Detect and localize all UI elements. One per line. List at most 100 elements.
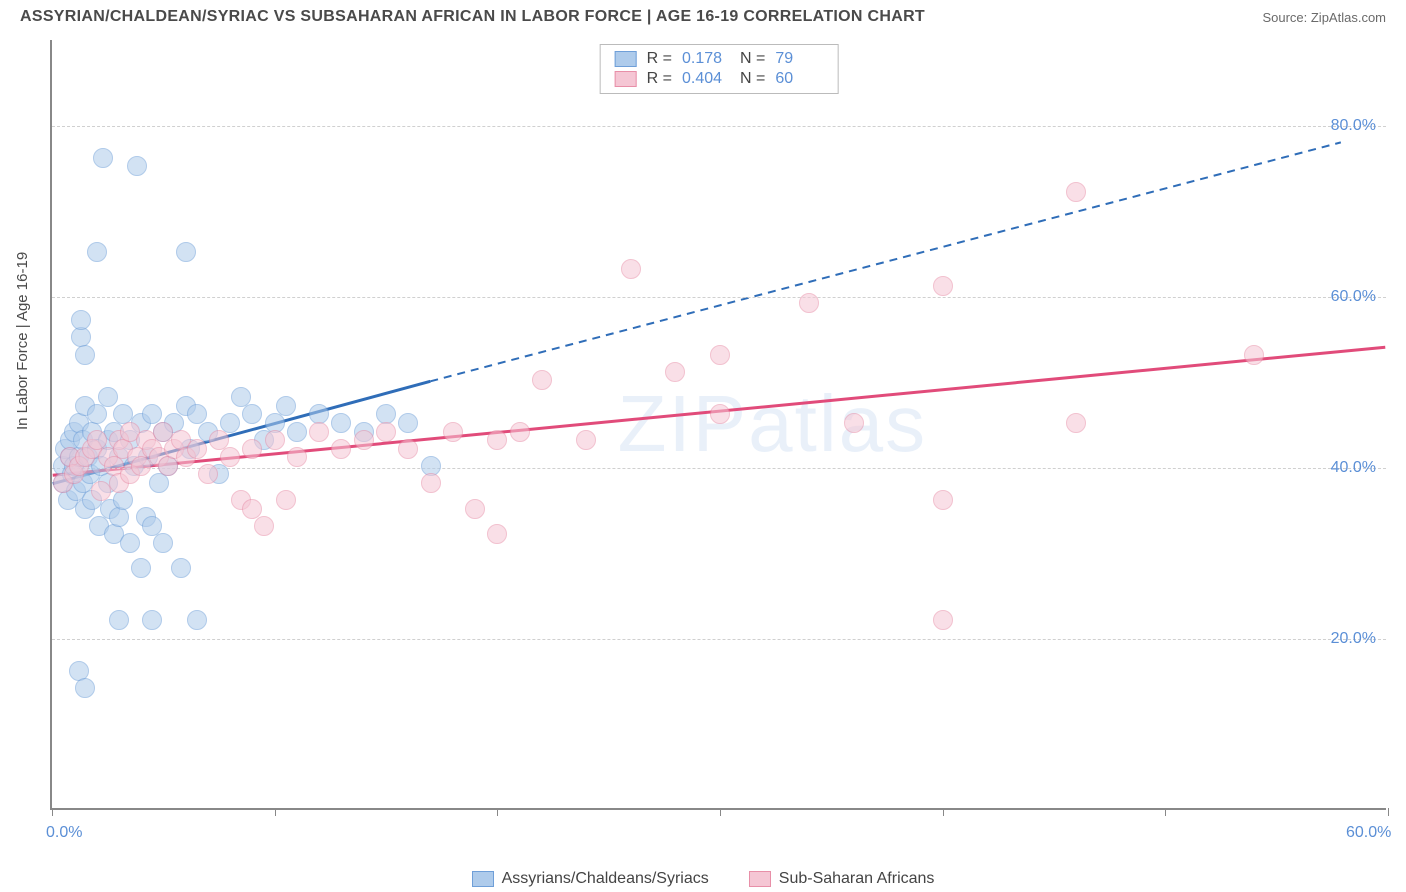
scatter-point — [87, 404, 107, 424]
scatter-point — [127, 156, 147, 176]
grid-line — [52, 126, 1386, 127]
scatter-point — [187, 610, 207, 630]
scatter-point — [465, 499, 485, 519]
scatter-point — [287, 447, 307, 467]
legend-item: Assyrians/Chaldeans/Syriacs — [472, 870, 709, 888]
scatter-point — [276, 396, 296, 416]
scatter-point — [933, 490, 953, 510]
scatter-point — [710, 404, 730, 424]
scatter-point — [176, 242, 196, 262]
x-tick-label: 60.0% — [1346, 824, 1391, 842]
scatter-point — [398, 413, 418, 433]
chart-title: ASSYRIAN/CHALDEAN/SYRIAC VS SUBSAHARAN A… — [20, 8, 925, 26]
x-tick — [497, 808, 498, 816]
scatter-point — [309, 422, 329, 442]
scatter-point — [376, 422, 396, 442]
scatter-point — [113, 490, 133, 510]
legend-label: Sub-Saharan Africans — [779, 870, 935, 888]
scatter-point — [149, 473, 169, 493]
scatter-point — [265, 430, 285, 450]
scatter-point — [242, 439, 262, 459]
scatter-point — [153, 533, 173, 553]
scatter-point — [799, 293, 819, 313]
scatter-point — [287, 422, 307, 442]
grid-line — [52, 639, 1386, 640]
grid-line — [52, 468, 1386, 469]
scatter-point — [933, 276, 953, 296]
source-label: Source: ZipAtlas.com — [1262, 10, 1386, 25]
series-swatch — [615, 51, 637, 67]
series-swatch — [615, 71, 637, 87]
chart-plot-area: ZIPatlas R = 0.178 N = 79 R = 0.404 N = 60 20.0… — [50, 40, 1386, 810]
scatter-point — [1244, 345, 1264, 365]
y-tick-label: 60.0% — [1331, 288, 1376, 306]
stats-row: R = 0.178 N = 79 — [615, 49, 824, 69]
n-label: N = — [740, 70, 765, 88]
legend-swatch — [749, 871, 771, 887]
scatter-point — [75, 345, 95, 365]
watermark: ZIPatlas — [618, 378, 927, 470]
x-tick — [720, 808, 721, 816]
scatter-point — [621, 259, 641, 279]
scatter-point — [532, 370, 552, 390]
r-label: R = — [647, 70, 672, 88]
r-label: R = — [647, 50, 672, 68]
scatter-point — [109, 610, 129, 630]
correlation-stats-box: R = 0.178 N = 79 R = 0.404 N = 60 — [600, 44, 839, 94]
scatter-point — [510, 422, 530, 442]
scatter-point — [187, 439, 207, 459]
scatter-point — [220, 447, 240, 467]
scatter-point — [576, 430, 596, 450]
y-tick-label: 80.0% — [1331, 117, 1376, 135]
stats-row: R = 0.404 N = 60 — [615, 69, 824, 89]
scatter-point — [487, 524, 507, 544]
scatter-point — [220, 413, 240, 433]
x-tick — [52, 808, 53, 816]
scatter-point — [276, 490, 296, 510]
scatter-point — [354, 430, 374, 450]
scatter-point — [87, 242, 107, 262]
x-tick — [943, 808, 944, 816]
scatter-point — [120, 533, 140, 553]
legend-label: Assyrians/Chaldeans/Syriacs — [502, 870, 709, 888]
scatter-point — [398, 439, 418, 459]
scatter-point — [844, 413, 864, 433]
x-tick — [1165, 808, 1166, 816]
scatter-point — [421, 473, 441, 493]
scatter-point — [933, 610, 953, 630]
scatter-point — [242, 404, 262, 424]
scatter-point — [1066, 413, 1086, 433]
x-tick — [275, 808, 276, 816]
scatter-point — [109, 507, 129, 527]
y-tick-label: 40.0% — [1331, 459, 1376, 477]
scatter-point — [1066, 182, 1086, 202]
scatter-point — [710, 345, 730, 365]
n-value: 60 — [775, 70, 823, 88]
n-label: N = — [740, 50, 765, 68]
scatter-point — [665, 362, 685, 382]
y-tick-label: 20.0% — [1331, 630, 1376, 648]
y-axis-label: In Labor Force | Age 16-19 — [14, 252, 31, 430]
scatter-point — [131, 558, 151, 578]
scatter-point — [331, 439, 351, 459]
x-tick — [1388, 808, 1389, 816]
legend: Assyrians/Chaldeans/Syriacs Sub-Saharan A… — [0, 870, 1406, 888]
scatter-point — [171, 558, 191, 578]
scatter-point — [487, 430, 507, 450]
r-value: 0.404 — [682, 70, 730, 88]
scatter-point — [331, 413, 351, 433]
scatter-point — [71, 310, 91, 330]
n-value: 79 — [775, 50, 823, 68]
grid-line — [52, 297, 1386, 298]
scatter-point — [98, 387, 118, 407]
r-value: 0.178 — [682, 50, 730, 68]
scatter-point — [443, 422, 463, 442]
scatter-point — [198, 464, 218, 484]
legend-swatch — [472, 871, 494, 887]
scatter-point — [254, 516, 274, 536]
scatter-point — [75, 678, 95, 698]
x-tick-label: 0.0% — [46, 824, 82, 842]
legend-item: Sub-Saharan Africans — [749, 870, 935, 888]
scatter-point — [93, 148, 113, 168]
scatter-point — [142, 610, 162, 630]
